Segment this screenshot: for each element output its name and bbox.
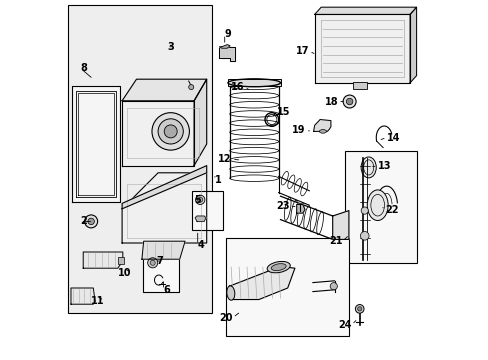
Circle shape [346, 98, 352, 105]
Polygon shape [314, 7, 416, 14]
Text: 3: 3 [167, 42, 174, 52]
Polygon shape [122, 166, 206, 209]
Bar [227, 79, 280, 86]
Polygon shape [72, 86, 120, 202]
Circle shape [361, 207, 367, 214]
Ellipse shape [271, 264, 285, 271]
Circle shape [360, 231, 368, 240]
Circle shape [147, 258, 158, 268]
Text: 23: 23 [275, 201, 289, 211]
Text: 24: 24 [338, 320, 351, 330]
Circle shape [84, 215, 98, 228]
Polygon shape [83, 252, 122, 268]
Polygon shape [332, 211, 348, 239]
Circle shape [88, 218, 94, 225]
Ellipse shape [366, 190, 387, 220]
Ellipse shape [319, 130, 326, 133]
Polygon shape [194, 79, 206, 166]
Text: 6: 6 [163, 285, 170, 295]
Text: 5: 5 [194, 195, 201, 205]
Polygon shape [122, 101, 194, 166]
Polygon shape [71, 288, 95, 304]
Bar [142, 255, 179, 292]
Bar [118, 257, 124, 264]
Text: 8: 8 [81, 63, 87, 73]
Polygon shape [229, 266, 294, 300]
Bar [68, 5, 212, 313]
Circle shape [355, 305, 363, 313]
Circle shape [164, 125, 177, 138]
Polygon shape [195, 216, 205, 221]
Bar [192, 191, 223, 230]
Text: 11: 11 [90, 296, 104, 306]
Polygon shape [122, 79, 206, 101]
Text: 22: 22 [385, 204, 398, 215]
Text: 2: 2 [81, 216, 87, 226]
Polygon shape [142, 241, 185, 259]
Text: 21: 21 [328, 236, 342, 246]
Text: 17: 17 [295, 46, 309, 56]
Text: 20: 20 [219, 312, 232, 323]
Bar [226, 238, 348, 336]
Circle shape [150, 260, 155, 265]
Text: 7: 7 [157, 256, 163, 266]
Text: 16: 16 [230, 82, 244, 92]
Text: 14: 14 [386, 132, 399, 143]
Polygon shape [122, 173, 206, 243]
Polygon shape [219, 47, 235, 61]
Bar [352, 82, 366, 89]
Text: 12: 12 [218, 154, 231, 164]
Ellipse shape [226, 286, 234, 300]
Text: 13: 13 [377, 161, 390, 171]
Text: 9: 9 [224, 29, 231, 39]
Circle shape [152, 113, 189, 150]
Bar [345, 151, 416, 263]
Circle shape [158, 119, 183, 144]
Circle shape [188, 85, 193, 90]
Text: 10: 10 [117, 267, 131, 278]
Ellipse shape [361, 157, 375, 178]
Circle shape [195, 195, 204, 204]
Polygon shape [219, 45, 230, 48]
Polygon shape [314, 14, 409, 83]
Circle shape [357, 307, 361, 311]
Text: 15: 15 [276, 107, 290, 117]
Text: 19: 19 [292, 125, 305, 135]
Circle shape [329, 283, 337, 290]
Polygon shape [409, 7, 416, 83]
Ellipse shape [266, 261, 290, 273]
Circle shape [343, 95, 355, 108]
Text: 4: 4 [197, 240, 204, 250]
Polygon shape [313, 120, 330, 131]
Text: 18: 18 [324, 96, 337, 107]
Circle shape [197, 197, 203, 202]
Text: 1: 1 [215, 175, 221, 185]
Polygon shape [296, 204, 305, 213]
